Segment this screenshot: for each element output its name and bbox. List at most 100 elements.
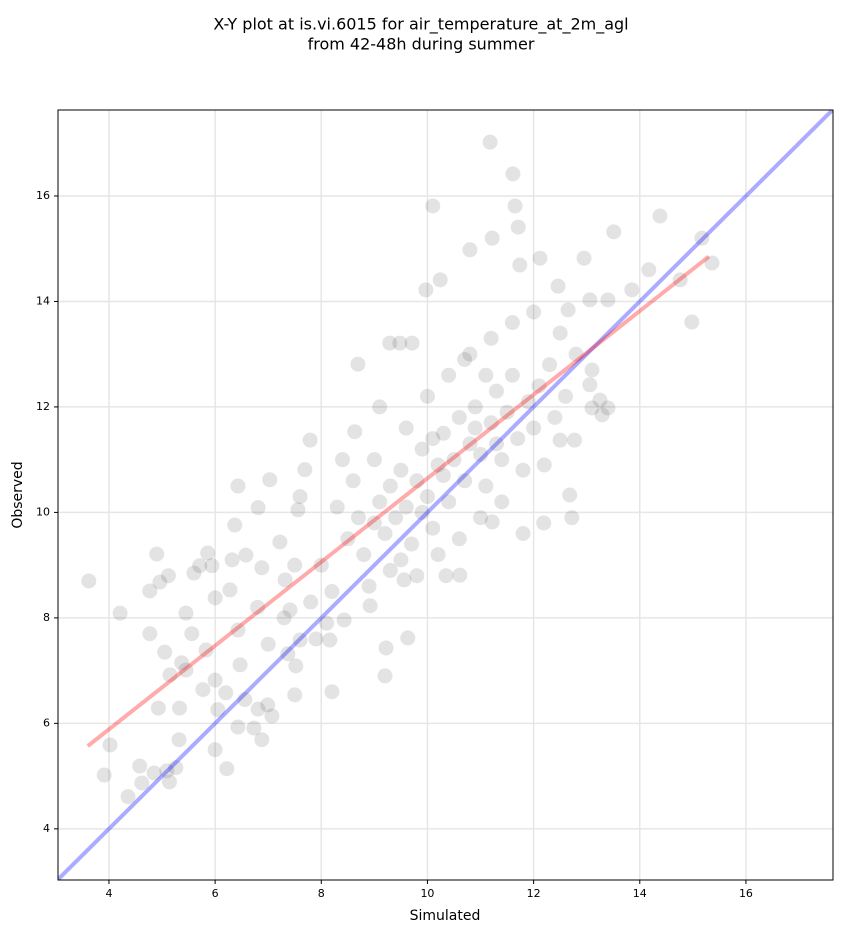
point	[404, 335, 420, 351]
point	[361, 578, 377, 594]
point	[157, 644, 173, 660]
point	[150, 700, 166, 716]
point	[504, 315, 520, 331]
point	[542, 357, 558, 373]
point	[478, 367, 494, 383]
point	[366, 452, 382, 468]
point	[230, 719, 246, 735]
point	[462, 346, 478, 362]
x-tick-label: 8	[318, 887, 325, 900]
point	[592, 392, 608, 408]
point	[112, 605, 128, 621]
point	[435, 425, 451, 441]
point	[377, 668, 393, 684]
point	[425, 198, 441, 214]
point	[152, 574, 168, 590]
point	[507, 198, 523, 214]
fit-line	[86, 255, 711, 748]
point	[418, 282, 434, 298]
point	[277, 572, 293, 588]
point	[292, 632, 308, 648]
point	[260, 636, 276, 652]
plot-frame	[57, 109, 834, 881]
point	[435, 467, 451, 483]
point	[195, 682, 211, 698]
point	[473, 446, 489, 462]
point	[272, 534, 288, 550]
y-tick-label: 10	[36, 505, 50, 518]
x-tick-label: 6	[212, 887, 219, 900]
point	[532, 250, 548, 266]
point	[652, 208, 668, 224]
point	[192, 558, 208, 574]
point	[494, 494, 510, 510]
point	[350, 356, 366, 372]
point	[641, 262, 657, 278]
point	[388, 510, 404, 526]
point	[512, 257, 528, 273]
point	[550, 278, 566, 294]
point	[149, 546, 165, 562]
y-tick-label: 4	[43, 822, 50, 835]
point	[303, 594, 319, 610]
ticks: 4 6 8 10 12 14 16 4 6 8 10 12 14 16	[36, 189, 753, 900]
x-tick-label: 14	[633, 887, 647, 900]
point	[254, 732, 270, 748]
point	[624, 282, 640, 298]
point	[704, 255, 720, 271]
point	[504, 367, 520, 383]
point	[345, 473, 361, 489]
point	[287, 557, 303, 573]
point	[510, 219, 526, 235]
x-tick-label: 4	[105, 887, 112, 900]
point	[432, 272, 448, 288]
point	[409, 473, 425, 489]
point	[694, 230, 710, 246]
point	[132, 758, 148, 774]
point	[560, 302, 576, 318]
point	[505, 166, 521, 182]
point	[425, 431, 441, 447]
chart-title: X-Y plot at is.vi.6015 for air_temperatu…	[213, 15, 628, 35]
point	[484, 230, 500, 246]
point	[451, 409, 467, 425]
point	[184, 626, 200, 642]
point	[171, 732, 187, 748]
point	[568, 346, 584, 362]
point	[290, 502, 306, 518]
point	[499, 404, 515, 420]
point	[372, 399, 388, 415]
x-tick-label: 16	[739, 887, 753, 900]
point	[282, 602, 298, 618]
point	[515, 462, 531, 478]
point	[207, 590, 223, 606]
point	[250, 599, 266, 615]
point	[250, 701, 266, 717]
point	[134, 775, 150, 791]
point	[146, 765, 162, 781]
point	[594, 407, 610, 423]
lines	[58, 110, 833, 880]
point	[576, 250, 592, 266]
point	[488, 383, 504, 399]
point	[377, 526, 393, 541]
point	[457, 473, 473, 489]
point	[276, 610, 292, 626]
point	[219, 761, 235, 777]
point	[161, 774, 177, 790]
point	[230, 478, 246, 494]
point	[531, 378, 547, 394]
point	[473, 510, 489, 526]
point	[178, 605, 194, 621]
point	[467, 420, 483, 436]
x-tick-label: 12	[527, 887, 541, 900]
point	[168, 760, 184, 776]
point	[382, 335, 398, 351]
point	[382, 478, 398, 494]
point	[482, 134, 498, 150]
point	[451, 531, 467, 547]
point	[562, 487, 578, 503]
point	[446, 452, 462, 468]
point	[392, 335, 408, 351]
